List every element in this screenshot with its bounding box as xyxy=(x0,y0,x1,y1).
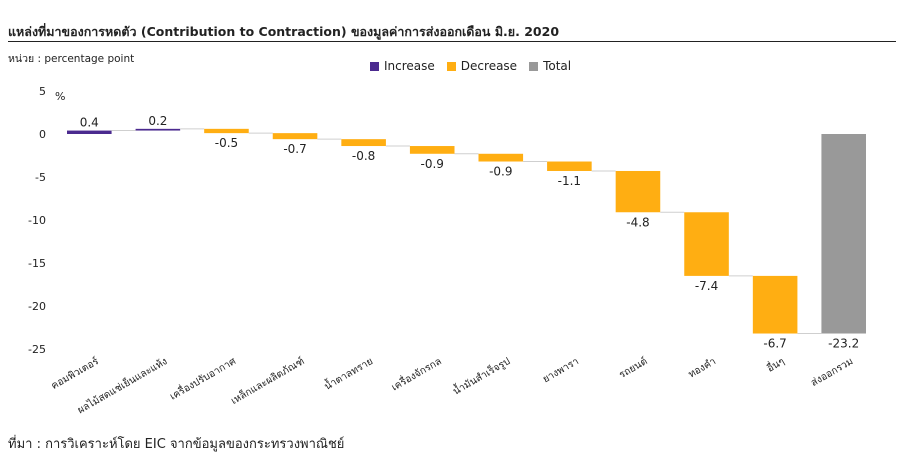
legend-decrease: Decrease xyxy=(446,59,518,73)
category-label: ส่งออกรวม xyxy=(809,356,855,389)
category-label: เหล็กและผลิตภัณฑ์ xyxy=(228,353,307,407)
category-label: ทองคำ xyxy=(687,356,718,380)
y-tick-label: -10 xyxy=(28,214,46,227)
y-tick-label: 0 xyxy=(39,128,46,141)
y-tick-label: -25 xyxy=(28,343,46,356)
data-label: -0.7 xyxy=(283,142,306,156)
chart-title: แหล่งที่มาของการหดตัว (Contribution to C… xyxy=(8,24,560,39)
data-label: -0.8 xyxy=(352,149,375,163)
category-label: เครื่องปรับอากาศ xyxy=(167,353,239,402)
category-label: คอมพิวเตอร์ xyxy=(49,355,101,392)
category-label: รถยนต์ xyxy=(617,355,650,381)
y-tick-label: 5 xyxy=(39,85,46,98)
y-tick-label: -15 xyxy=(28,257,46,270)
source-note: ที่มา : การวิเคราะห์โดย EIC จากข้อมูลของ… xyxy=(8,437,345,452)
y-axis-unit: % xyxy=(55,90,65,103)
bar-decrease xyxy=(547,161,592,171)
bar-decrease xyxy=(615,170,661,213)
bar-decrease xyxy=(409,146,455,154)
legend-total-label: Total xyxy=(543,59,572,73)
category-label: น้ำมันสำเร็จรูป xyxy=(450,353,512,397)
bar-decrease xyxy=(341,139,386,147)
data-label: -0.9 xyxy=(489,165,512,179)
legend-decrease-label: Decrease xyxy=(460,59,518,73)
legend-increase: Increase xyxy=(370,59,435,73)
category-label: ยางพารา xyxy=(541,356,581,385)
legend-total: Total xyxy=(529,59,571,73)
unit-label: หน่วย : percentage point xyxy=(8,53,135,65)
bar-increase xyxy=(67,130,112,134)
bar-decrease xyxy=(272,133,318,140)
bar-decrease xyxy=(204,128,249,134)
title-divider xyxy=(8,41,896,42)
data-label: 0.4 xyxy=(80,116,99,130)
data-label: -6.7 xyxy=(763,337,786,351)
data-label: -0.5 xyxy=(215,136,238,150)
category-label: อื่นๆ xyxy=(764,353,787,374)
legend-total-swatch xyxy=(529,61,539,71)
legend-increase-label: Increase xyxy=(384,59,435,73)
bar-total xyxy=(821,134,866,334)
data-label: -23.2 xyxy=(828,337,859,351)
y-tick-label: -20 xyxy=(28,300,46,313)
data-label: -4.8 xyxy=(626,215,649,229)
bar-decrease xyxy=(752,275,798,334)
legend-decrease-swatch xyxy=(446,61,456,71)
data-label: -7.4 xyxy=(695,279,718,293)
chart-legend: Increase Decrease Total xyxy=(370,59,571,73)
legend-increase-swatch xyxy=(370,61,379,71)
category-label: เครื่องจักรกล xyxy=(388,353,443,393)
category-label: น้ำตาลทราย xyxy=(321,353,375,392)
data-label: 0.2 xyxy=(148,114,167,128)
data-label: -0.9 xyxy=(420,157,443,171)
bar-decrease xyxy=(478,153,524,162)
y-tick-label: -5 xyxy=(35,171,46,184)
data-label: -1.1 xyxy=(558,174,581,188)
bar-increase xyxy=(135,128,181,131)
bar-decrease xyxy=(684,212,729,276)
